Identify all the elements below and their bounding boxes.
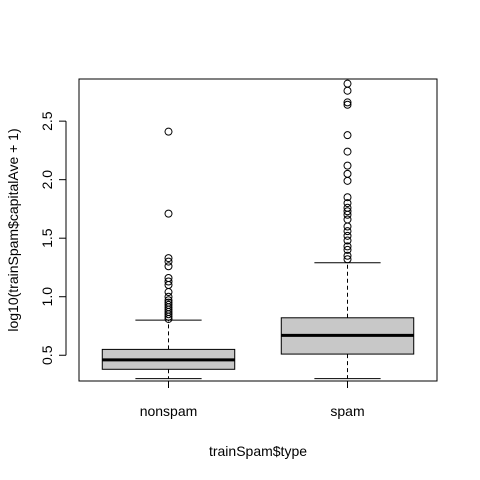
box-group-nonspam	[101, 127, 236, 380]
y-tick-label: 2.5	[39, 111, 55, 131]
box-group-spam	[280, 79, 415, 380]
outlier-point	[164, 277, 173, 286]
outlier-point	[164, 254, 173, 263]
outlier-point	[343, 251, 352, 260]
outlier-point	[164, 296, 173, 305]
outlier-point	[343, 169, 352, 178]
outlier-point	[164, 300, 173, 309]
outlier-point	[343, 236, 352, 245]
y-axis-title: log10(trainSpam$capitalAve + 1)	[5, 128, 21, 331]
outlier-point	[343, 161, 352, 170]
y-tick-label: 1.5	[39, 228, 55, 248]
outlier-point	[343, 255, 352, 264]
outlier-point	[164, 127, 173, 136]
outlier-point	[343, 227, 352, 236]
outlier-point	[164, 262, 173, 271]
outlier-point	[343, 79, 352, 88]
outlier-point	[343, 203, 352, 212]
outlier-point	[343, 100, 352, 109]
outlier-point	[343, 98, 352, 107]
outlier-point	[164, 209, 173, 218]
y-tick-label: 0.5	[39, 345, 55, 365]
outlier-point	[343, 207, 352, 216]
x-tick-label-spam: spam	[330, 403, 364, 419]
outlier-point	[343, 242, 352, 251]
outlier-point	[343, 176, 352, 185]
outlier-point	[343, 86, 352, 95]
x-axis-title: trainSpam$type	[209, 443, 307, 459]
outlier-point	[343, 245, 352, 254]
y-tick-label: 1.0	[39, 287, 55, 307]
outlier-point	[343, 222, 352, 231]
outlier-point	[343, 147, 352, 156]
outlier-point	[343, 199, 352, 208]
y-tick-label: 2.0	[39, 170, 55, 190]
outlier-point	[343, 215, 352, 224]
outlier-point	[164, 273, 173, 282]
outlier-point	[343, 131, 352, 140]
x-tick-label-nonspam: nonspam	[140, 403, 198, 419]
outlier-point	[164, 288, 173, 297]
outlier-point	[164, 292, 173, 301]
outlier-point	[343, 193, 352, 202]
outlier-point	[343, 231, 352, 240]
plot-frame	[78, 78, 438, 382]
axis-layer: nonspam spam 0.5 1.0 1.5 2.0 2.5	[39, 111, 365, 419]
outlier-point	[164, 298, 173, 307]
outlier-point	[164, 257, 173, 266]
boxes-layer	[101, 79, 415, 380]
